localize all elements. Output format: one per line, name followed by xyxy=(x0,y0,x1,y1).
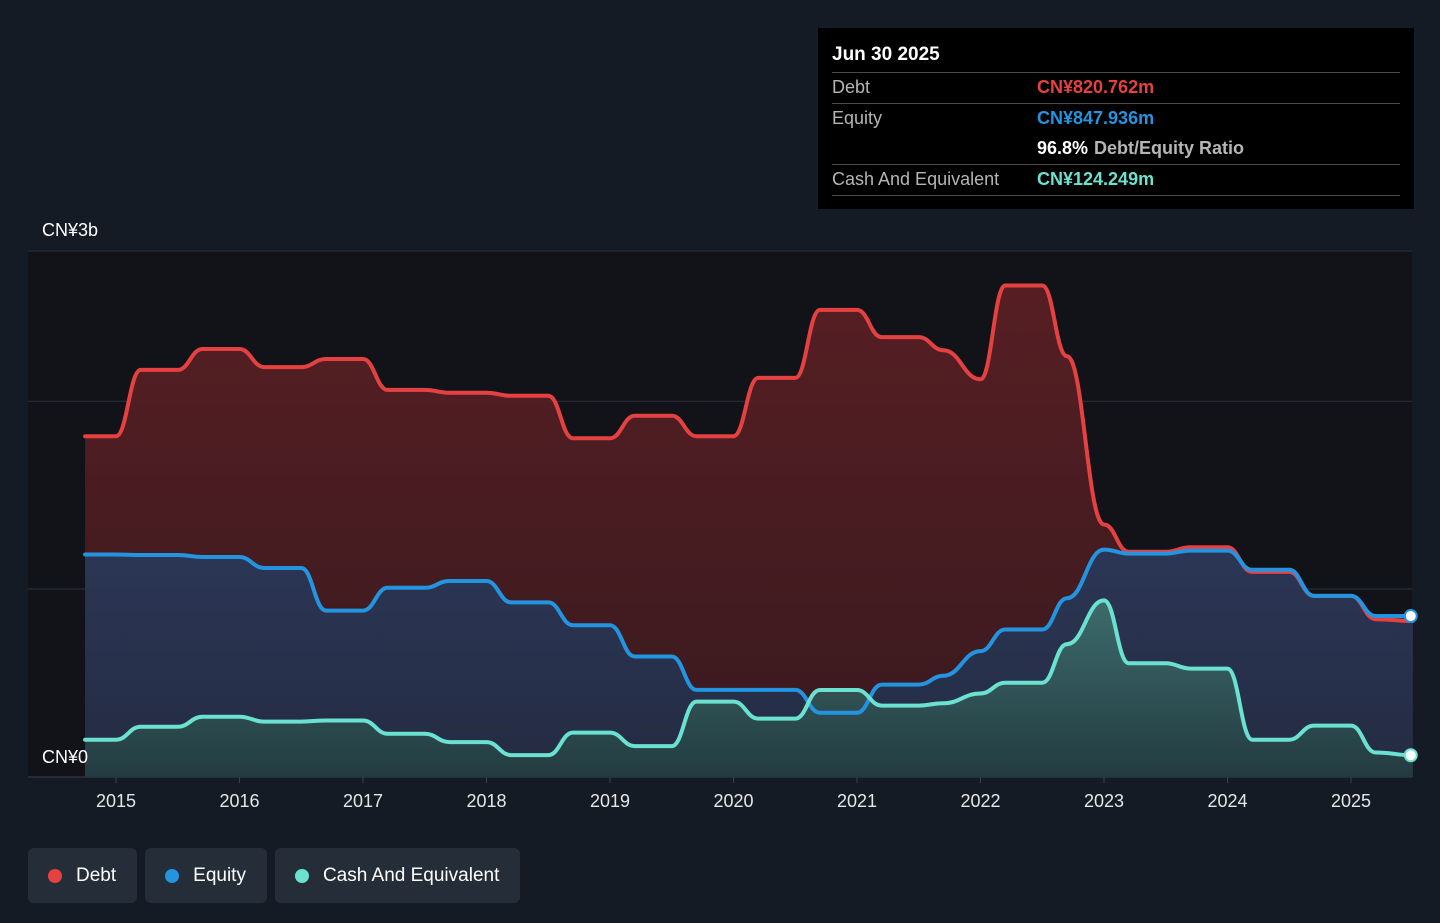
legend-label-cash: Cash And Equivalent xyxy=(322,864,500,886)
x-tick-label: 2020 xyxy=(713,791,753,811)
y-tick-label: CN¥3b xyxy=(42,220,98,240)
line-equity xyxy=(83,547,1415,715)
x-tick-label: 2019 xyxy=(590,791,630,811)
line-cash xyxy=(83,598,1415,758)
data-tooltip: Jun 30 2025 Debt CN¥820.762m Equity CN¥8… xyxy=(818,28,1414,209)
legend-item-cash[interactable]: Cash And Equivalent xyxy=(274,848,521,903)
x-tick-label: 2016 xyxy=(219,791,259,811)
tooltip-date: Jun 30 2025 xyxy=(832,44,940,65)
endpoint-equity[interactable] xyxy=(1403,609,1418,624)
legend-dot-equity-icon xyxy=(165,868,180,883)
series-lines xyxy=(83,283,1415,758)
tooltip-equity-value: CN¥847.936m xyxy=(1037,108,1155,128)
tooltip-ratio-spacer xyxy=(832,134,1037,164)
legend-label-equity: Equity xyxy=(193,864,246,886)
endpoint-cash[interactable] xyxy=(1403,748,1418,763)
legend-dot-debt-icon xyxy=(48,868,62,883)
tooltip-debt-label: Debt xyxy=(832,77,871,97)
y-tick-label: CN¥0 xyxy=(42,747,88,767)
tooltip-debt-value: CN¥820.762m xyxy=(1037,77,1155,97)
line-debt xyxy=(83,283,1415,623)
area-cash xyxy=(85,600,1413,777)
y-axis: CN¥3b CN¥0 xyxy=(42,220,98,767)
x-tick-label: 2021 xyxy=(837,791,877,811)
x-tick-label: 2025 xyxy=(1331,791,1371,811)
legend-item-debt[interactable]: Debt xyxy=(28,848,138,903)
tooltip-equity-label: Equity xyxy=(832,108,883,128)
x-axis: 2015 2016 2017 2018 2019 2020 2021 2022 2023 2024… xyxy=(96,777,1371,811)
x-tick-label: 2022 xyxy=(960,791,1000,811)
legend-label-debt: Debt xyxy=(76,864,117,886)
x-tick-label: 2024 xyxy=(1207,791,1247,811)
series-endpoints xyxy=(1403,609,1418,763)
legend-dot-cash-icon xyxy=(294,868,309,883)
x-tick-label: 2017 xyxy=(343,791,383,811)
tooltip-cash-value: CN¥124.249m xyxy=(1037,169,1155,189)
legend-item-equity[interactable]: Equity xyxy=(145,848,267,903)
chart-legend: Debt Equity Cash And Equivalent xyxy=(28,848,521,903)
x-tick-label: 2023 xyxy=(1084,791,1124,811)
tooltip-ratio-value: 96.8% xyxy=(1037,138,1089,158)
x-tick-label: 2018 xyxy=(466,791,506,811)
tooltip-cash-label: Cash And Equivalent xyxy=(832,169,1000,189)
x-tick-label: 2015 xyxy=(96,791,136,811)
tooltip-ratio-label: Debt/Equity Ratio xyxy=(1094,138,1245,158)
